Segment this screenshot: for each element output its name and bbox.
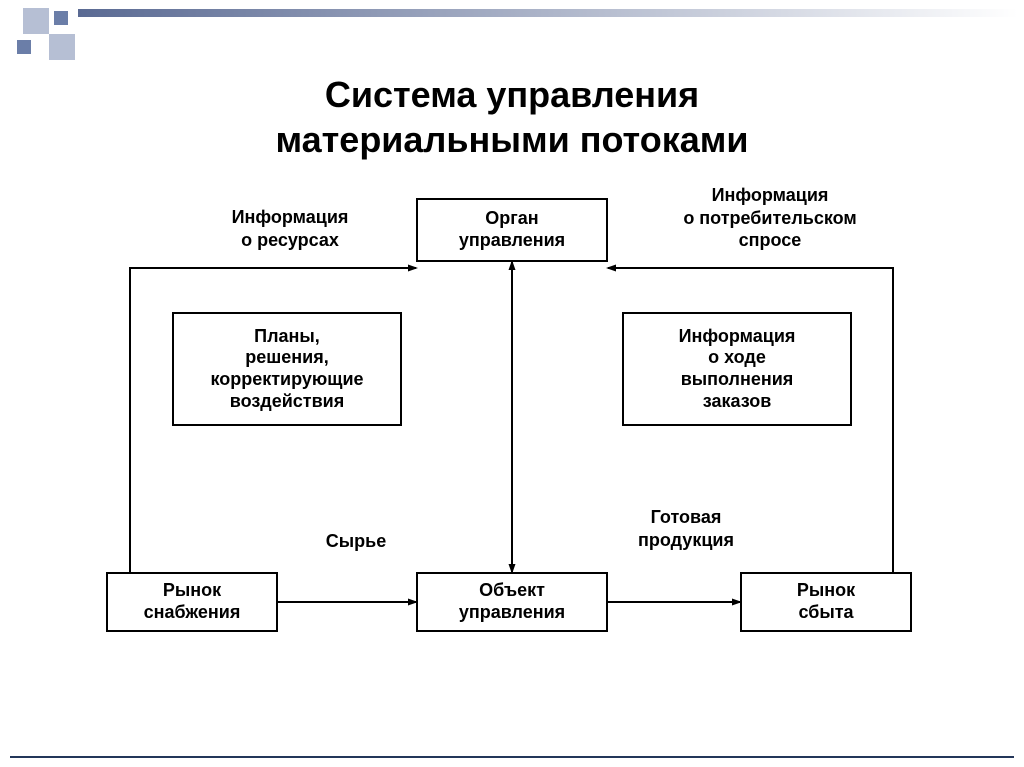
label-demand-info: Информацияо потребительскомспросе [640,184,900,252]
node-sales-market-label: Рыноксбыта [797,580,855,623]
node-supply-market: Рынокснабжения [106,572,278,632]
node-control-object: Объектуправления [416,572,608,632]
deco-square-3 [17,40,31,54]
page-title: Система управленияматериальными потоками [170,72,854,162]
node-sales-market: Рыноксбыта [740,572,912,632]
node-orders-info-label: Информацияо ходевыполнениязаказов [679,326,796,412]
node-control-object-label: Объектуправления [459,580,565,623]
node-control-body-label: Органуправления [459,208,565,251]
deco-bottom-rule [10,756,1014,758]
deco-gradient-bar [78,9,1018,17]
node-control-body: Органуправления [416,198,608,262]
label-finished-goods: Готоваяпродукция [616,506,756,551]
deco-square-2 [49,34,75,60]
node-plans-label: Планы,решения,корректирующиевоздействия [210,326,363,412]
node-orders-info: Информацияо ходевыполнениязаказов [622,312,852,426]
diagram-canvas: Система управленияматериальными потоками… [0,0,1024,767]
deco-square-1 [23,8,49,34]
node-supply-market-label: Рынокснабжения [144,580,241,623]
label-raw: Сырье [306,530,406,553]
node-plans: Планы,решения,корректирующиевоздействия [172,312,402,426]
deco-square-4 [54,11,68,25]
label-resources-info: Информацияо ресурсах [190,206,390,251]
